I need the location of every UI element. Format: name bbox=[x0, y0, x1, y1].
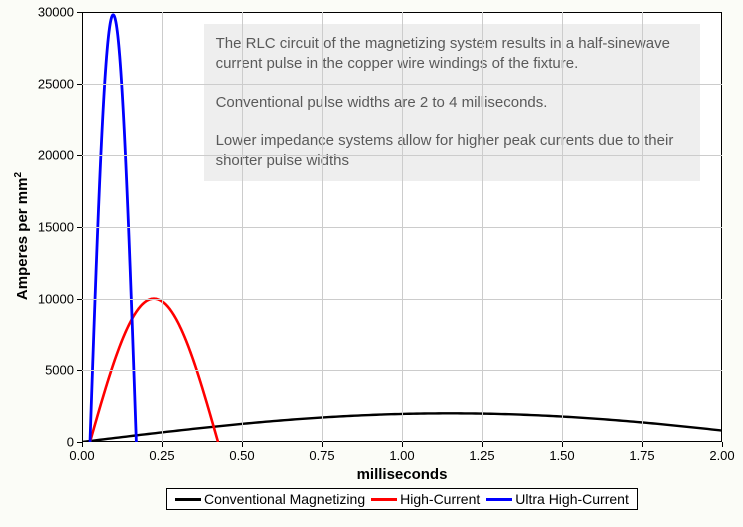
x-tick-mark bbox=[642, 442, 643, 447]
y-tick-label: 25000 bbox=[38, 76, 74, 91]
legend-label: High-Current bbox=[400, 491, 480, 507]
legend-label: Conventional Magnetizing bbox=[204, 491, 365, 507]
x-tick-mark bbox=[82, 442, 83, 447]
x-tick-mark bbox=[562, 442, 563, 447]
x-tick-label: 1.75 bbox=[629, 448, 654, 463]
x-tick-mark bbox=[322, 442, 323, 447]
x-tick-label: 1.50 bbox=[549, 448, 574, 463]
x-tick-label: 1.25 bbox=[469, 448, 494, 463]
y-tick-label: 20000 bbox=[38, 148, 74, 163]
y-tick-mark bbox=[77, 442, 82, 443]
y-tick-mark bbox=[77, 155, 82, 156]
x-tick-label: 0.75 bbox=[309, 448, 334, 463]
x-axis-label: milliseconds bbox=[357, 466, 448, 483]
legend: Conventional Magnetizing High-Current Ultr… bbox=[166, 488, 638, 510]
x-tick-mark bbox=[402, 442, 403, 447]
y-tick-label: 30000 bbox=[38, 5, 74, 20]
legend-label: Ultra High-Current bbox=[515, 491, 629, 507]
chart-container: The RLC circuit of the magnetizing syste… bbox=[0, 0, 743, 527]
annotation-box: The RLC circuit of the magnetizing syste… bbox=[204, 24, 700, 181]
x-tick-mark bbox=[162, 442, 163, 447]
gridline-horizontal bbox=[82, 227, 722, 228]
y-tick-label: 0 bbox=[67, 435, 74, 450]
y-tick-mark bbox=[77, 370, 82, 371]
annotation-paragraph: Lower impedance systems allow for higher… bbox=[216, 131, 688, 172]
annotation-paragraph: The RLC circuit of the magnetizing syste… bbox=[216, 34, 688, 75]
x-tick-mark bbox=[722, 442, 723, 447]
legend-item: Ultra High-Current bbox=[486, 491, 629, 507]
x-tick-mark bbox=[242, 442, 243, 447]
x-tick-label: 0.50 bbox=[229, 448, 254, 463]
legend-item: High-Current bbox=[371, 491, 480, 507]
x-tick-label: 0.25 bbox=[149, 448, 174, 463]
gridline-horizontal bbox=[82, 299, 722, 300]
y-tick-mark bbox=[77, 84, 82, 85]
annotation-paragraph: Conventional pulse widths are 2 to 4 mil… bbox=[216, 93, 688, 113]
gridline-horizontal bbox=[82, 370, 722, 371]
legend-swatch bbox=[486, 498, 512, 501]
y-tick-mark bbox=[77, 227, 82, 228]
x-tick-label: 2.00 bbox=[709, 448, 734, 463]
y-axis-label: Amperes per mm2 bbox=[13, 172, 31, 300]
legend-swatch bbox=[175, 498, 201, 501]
y-tick-label: 15000 bbox=[38, 220, 74, 235]
y-tick-label: 10000 bbox=[38, 291, 74, 306]
y-tick-mark bbox=[77, 12, 82, 13]
x-tick-mark bbox=[482, 442, 483, 447]
gridline-horizontal bbox=[82, 155, 722, 156]
x-tick-label: 0.00 bbox=[69, 448, 94, 463]
legend-swatch bbox=[371, 498, 397, 501]
y-tick-label: 5000 bbox=[45, 363, 74, 378]
gridline-horizontal bbox=[82, 84, 722, 85]
legend-item: Conventional Magnetizing bbox=[175, 491, 365, 507]
y-tick-mark bbox=[77, 299, 82, 300]
x-tick-label: 1.00 bbox=[389, 448, 414, 463]
